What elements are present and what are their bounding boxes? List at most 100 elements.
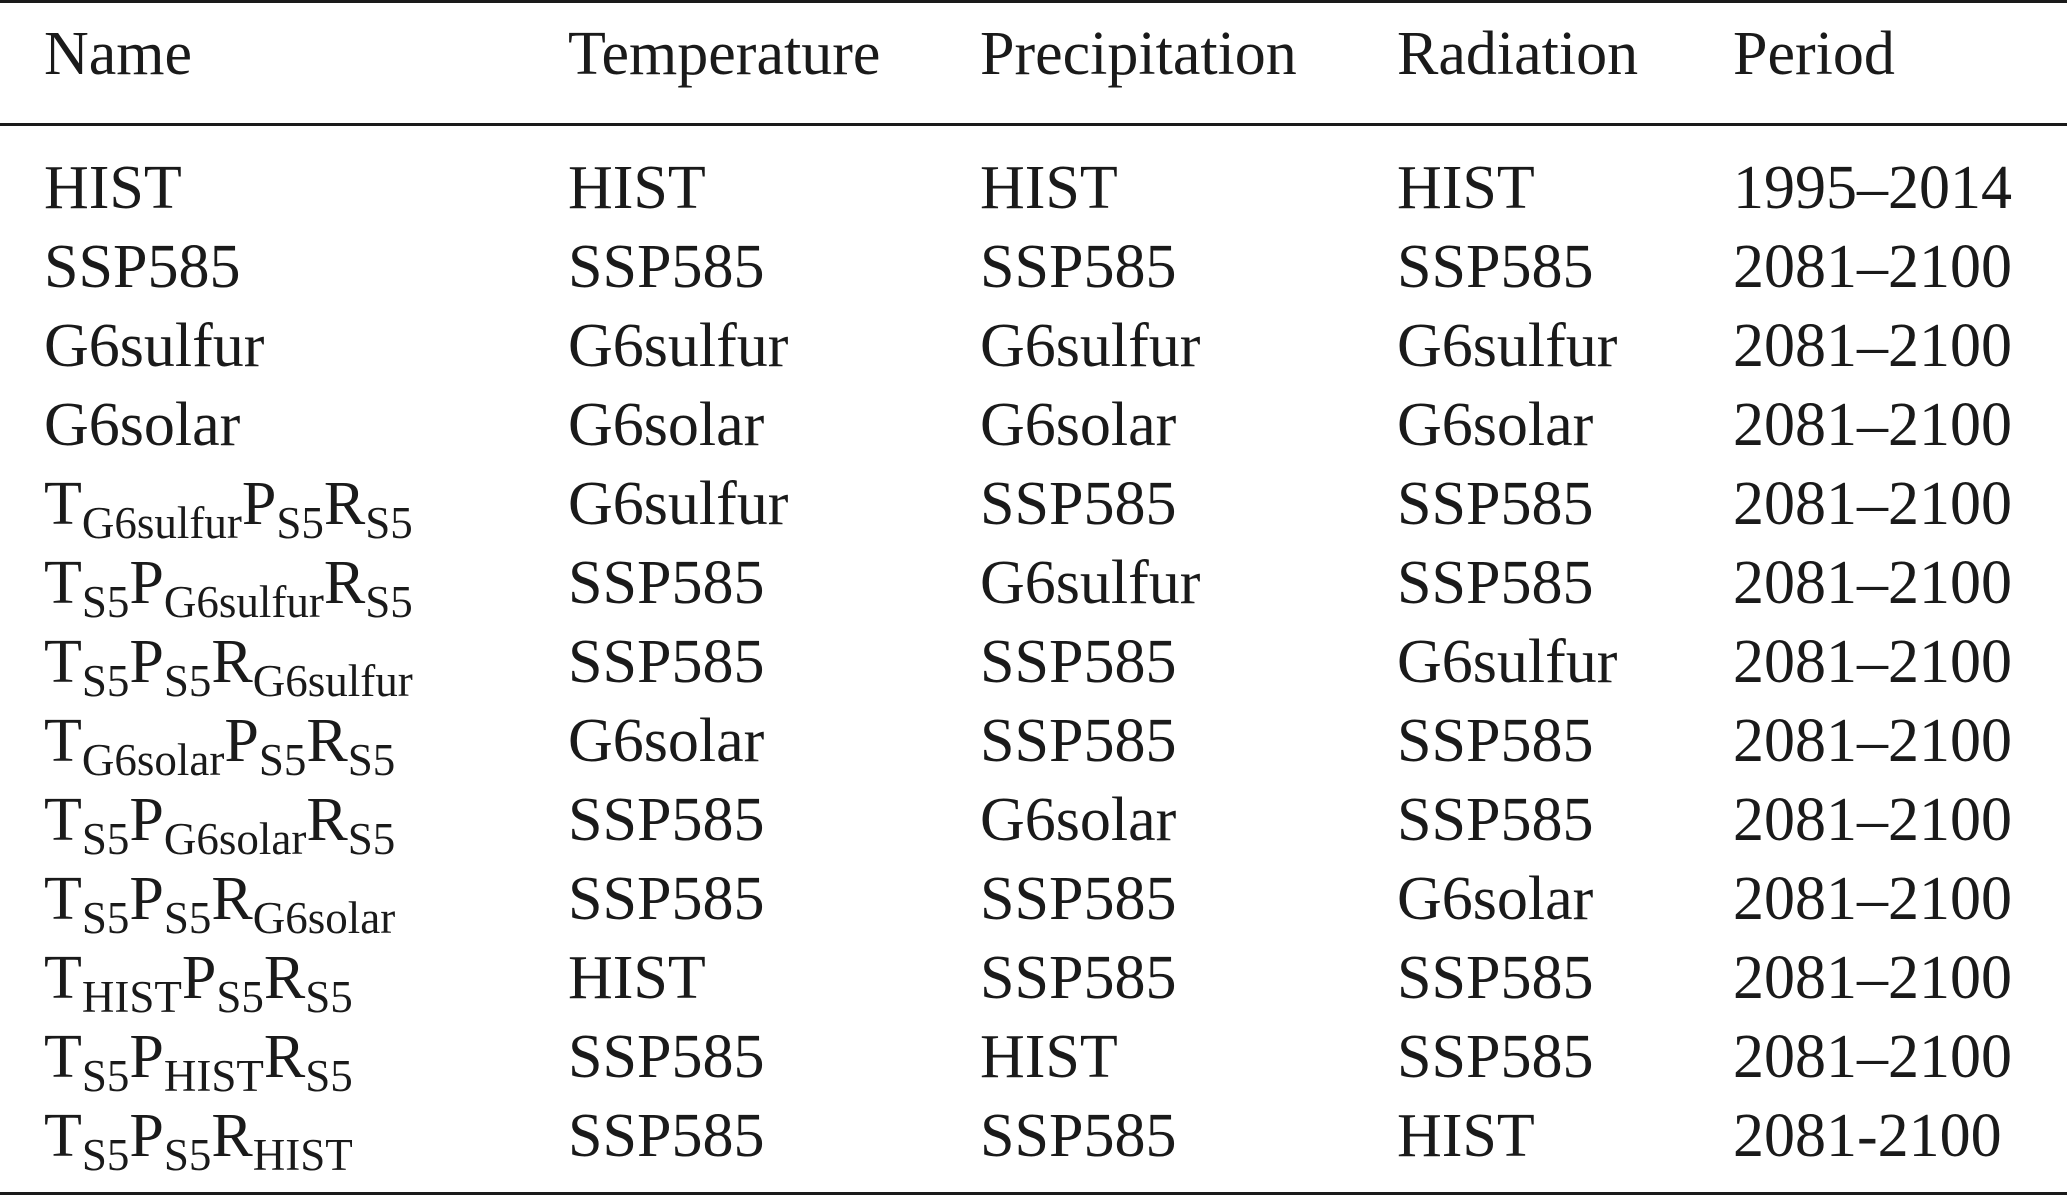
temperature-cell: SSP585 [568, 549, 765, 617]
precipitation-cell: G6sulfur [980, 312, 1201, 380]
experiment-name-cell: TG6solarPS5RS5 [0, 702, 568, 783]
name-symbol: P [129, 549, 164, 617]
temperature-cell: SSP585 [568, 233, 765, 301]
temperature-cell: HIST [568, 944, 706, 1012]
precipitation-cell: G6solar [980, 391, 1177, 459]
name-symbol: R [323, 549, 366, 617]
table-row: G6sulfur G6sulfur G6sulfur G6sulfur 2081–210… [0, 307, 2067, 386]
name-symbol: P [129, 786, 164, 854]
name-subscript: G6sulfur [163, 577, 324, 627]
name-subscript: G6solar [163, 814, 307, 864]
temperature-cell: G6sulfur [568, 312, 789, 380]
experiment-name-cell: TS5PS5RG6sulfur [0, 623, 568, 704]
name-subscript: G6solar [81, 735, 225, 785]
period-cell: 2081–2100 [1733, 549, 2012, 617]
name-symbol: R [263, 1023, 306, 1091]
experiment-name-cell: HIST [0, 123, 568, 228]
radiation-cell: SSP585 [1397, 944, 1594, 1012]
table-row: TS5PS5RHIST SSP585 SSP585 HIST 2081-2100 [0, 1097, 2067, 1178]
header-temperature: Temperature [568, 20, 881, 88]
precipitation-cell: SSP585 [980, 1102, 1177, 1170]
table-row: THISTPS5RS5 HIST SSP585 SSP585 2081–2100 [0, 939, 2067, 1020]
experiment-name-cell: TS5PG6solarRS5 [0, 781, 568, 862]
table-header: Name Temperature Precipitation Radiation… [0, 0, 2067, 123]
name-symbol: G6solar [44, 391, 241, 459]
name-subscript: S5 [81, 893, 130, 943]
name-symbol: P [129, 1102, 164, 1170]
radiation-cell: G6sulfur [1397, 312, 1618, 380]
name-symbol: T [44, 786, 82, 854]
table-row: TS5PHISTRS5 SSP585 HIST SSP585 2081–2100 [0, 1018, 2067, 1099]
name-subscript: HIST [252, 1130, 353, 1180]
radiation-cell: SSP585 [1397, 786, 1594, 854]
name-subscript: S5 [81, 1051, 130, 1101]
period-cell: 2081–2100 [1733, 1023, 2012, 1091]
table-bottom-rule [0, 1192, 2067, 1195]
table-row: TS5PS5RG6solar SSP585 SSP585 G6solar 2081–21… [0, 860, 2067, 941]
radiation-cell: G6sulfur [1397, 628, 1618, 696]
name-symbol: R [211, 628, 253, 696]
precipitation-cell: SSP585 [980, 865, 1177, 933]
table-body: HIST HIST HIST HIST 1995–2014 SSP585 SSP585 SSP… [0, 123, 2067, 1178]
experiment-name-cell: TS5PS5RHIST [0, 1097, 568, 1178]
name-subscript: HIST [163, 1051, 264, 1101]
temperature-cell: G6solar [568, 707, 765, 775]
radiation-cell: G6solar [1397, 865, 1594, 933]
name-symbol: HIST [44, 154, 182, 222]
name-subscript: S5 [365, 498, 413, 548]
experiment-name-cell: G6solar [0, 386, 568, 465]
experiment-name-cell: TG6sulfurPS5RS5 [0, 465, 568, 546]
header-row: Name Temperature Precipitation Radiation… [0, 0, 2067, 123]
name-subscript: S5 [276, 498, 324, 548]
experiment-name-cell: TS5PG6sulfurRS5 [0, 544, 568, 625]
period-cell: 2081–2100 [1733, 470, 2012, 538]
name-symbol: R [263, 944, 306, 1012]
radiation-cell: HIST [1397, 154, 1535, 222]
table-row: TS5PG6sulfurRS5 SSP585 G6sulfur SSP585 2081–… [0, 544, 2067, 625]
name-symbol: G6sulfur [44, 312, 265, 380]
name-symbol: T [44, 628, 82, 696]
name-subscript: HIST [81, 972, 182, 1022]
period-cell: 2081–2100 [1733, 786, 2012, 854]
name-symbol: R [211, 865, 253, 933]
temperature-cell: SSP585 [568, 1023, 765, 1091]
table-row: SSP585 SSP585 SSP585 SSP585 2081–2100 [0, 228, 2067, 307]
period-cell: 2081–2100 [1733, 944, 2012, 1012]
precipitation-cell: SSP585 [980, 707, 1177, 775]
precipitation-cell: SSP585 [980, 233, 1177, 301]
name-symbol: T [44, 1102, 82, 1170]
name-subscript: S5 [163, 656, 212, 706]
name-symbol: T [44, 549, 82, 617]
name-symbol: P [129, 628, 164, 696]
precipitation-cell: HIST [980, 154, 1118, 222]
precipitation-cell: SSP585 [980, 470, 1177, 538]
precipitation-cell: G6solar [980, 786, 1177, 854]
period-cell: 2081–2100 [1733, 628, 2012, 696]
name-subscript: G6sulfur [252, 656, 413, 706]
experiment-name-cell: THISTPS5RS5 [0, 939, 568, 1020]
experiment-name-cell: G6sulfur [0, 307, 568, 386]
temperature-cell: HIST [568, 154, 706, 222]
name-subscript: S5 [258, 735, 307, 785]
header-name: Name [44, 20, 193, 88]
period-cell: 2081–2100 [1733, 391, 2012, 459]
name-subscript: S5 [81, 814, 130, 864]
name-subscript: S5 [163, 1130, 212, 1180]
name-subscript: S5 [347, 735, 396, 785]
temperature-cell: SSP585 [568, 628, 765, 696]
name-symbol: T [44, 1023, 82, 1091]
table-row: TG6sulfurPS5RS5 G6sulfur SSP585 SSP585 2081–… [0, 465, 2067, 546]
name-symbol: T [44, 944, 82, 1012]
table-row: HIST HIST HIST HIST 1995–2014 [0, 123, 2067, 228]
temperature-cell: SSP585 [568, 865, 765, 933]
table-row: TS5PG6solarRS5 SSP585 G6solar SSP585 2081–21… [0, 781, 2067, 862]
name-subscript: S5 [305, 1051, 353, 1101]
radiation-cell: HIST [1397, 1102, 1535, 1170]
name-symbol: R [323, 470, 366, 538]
name-subscript: S5 [81, 1130, 130, 1180]
experiment-name-cell: TS5PHISTRS5 [0, 1018, 568, 1099]
table-top-rule [0, 0, 2067, 3]
name-subscript: S5 [365, 577, 413, 627]
name-symbol: R [306, 707, 348, 775]
table-row: TS5PS5RG6sulfur SSP585 SSP585 G6sulfur 2081–… [0, 623, 2067, 704]
